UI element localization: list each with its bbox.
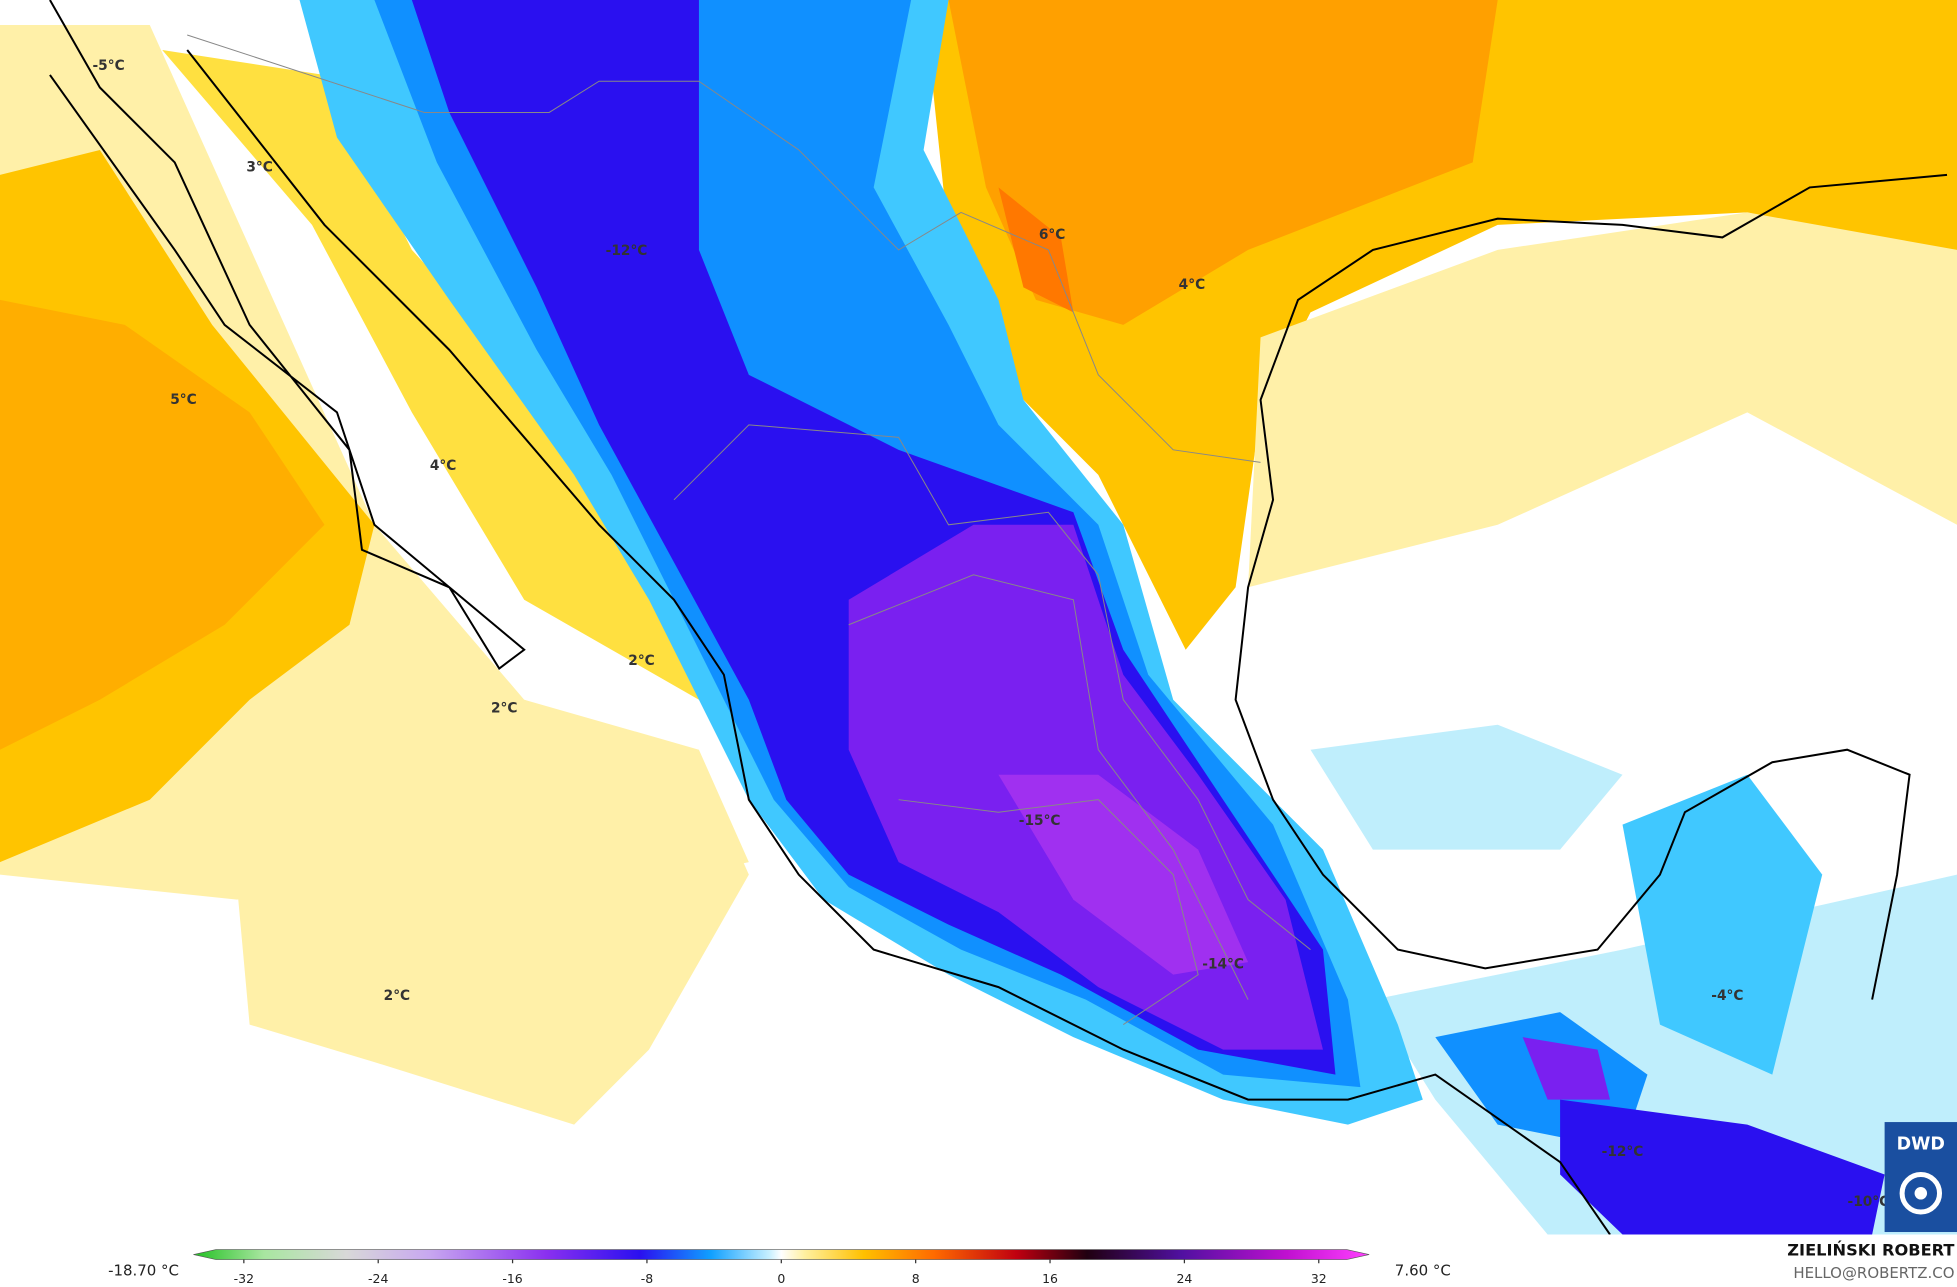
- temperature-label: 6°C: [1039, 227, 1065, 243]
- temperature-label: 2°C: [384, 988, 410, 1004]
- colorbar-tick-label: 24: [1176, 1271, 1192, 1286]
- author: ZIELIŃSKI ROBERT: [1787, 1241, 1954, 1260]
- temperature-label: -12°C: [1602, 1144, 1644, 1160]
- colorbar-tick-label: -32: [234, 1271, 254, 1286]
- temperature-label: 5°C: [170, 392, 196, 408]
- colorbar: -32 -24 -16 -8 0 8 16 24 32: [193, 1249, 1370, 1286]
- colorbar-tick-label: 16: [1042, 1271, 1058, 1286]
- colorbar-min: -18.70 °C: [108, 1262, 179, 1280]
- temperature-label: 2°C: [628, 653, 654, 669]
- colorbar-bar: [193, 1249, 1370, 1260]
- temperature-label: -5°C: [93, 58, 125, 74]
- colorbar-max: 7.60 °C: [1395, 1262, 1451, 1280]
- temperature-label: 2°C: [491, 700, 517, 716]
- temperature-label: 4°C: [430, 458, 456, 474]
- temperature-label: -12°C: [606, 243, 648, 259]
- temperature-label: 3°C: [246, 159, 272, 175]
- colorbar-tick-label: -24: [368, 1271, 388, 1286]
- temperature-label: -10°C: [1848, 1194, 1890, 1210]
- logo: DWD: [1884, 1122, 1957, 1233]
- temperature-label: -14°C: [1202, 957, 1244, 973]
- borders: [187, 34, 1311, 1026]
- colorbar-tick-label: 32: [1311, 1271, 1327, 1286]
- colorbar-tick-label: 0: [777, 1271, 785, 1286]
- logo-text: DWD: [1897, 1135, 1945, 1155]
- colorbar-tick-label: 8: [912, 1271, 920, 1286]
- temperature-label: -4°C: [1711, 988, 1743, 1004]
- contact: HELLO@ROBERTZ.CO: [1793, 1264, 1954, 1282]
- temperature-label: -15°C: [1019, 813, 1061, 829]
- temperature-label: 4°C: [1179, 277, 1205, 293]
- coastlines: [49, 0, 1948, 1236]
- colorbar-tick-label: -8: [641, 1271, 653, 1286]
- temperature-labels: -5°C 3°C -12°C 6°C 4°C 5°C 4°C 2°C 2°C -15°C -14°C…: [93, 58, 1890, 1210]
- colorbar-tick-label: -16: [502, 1271, 522, 1286]
